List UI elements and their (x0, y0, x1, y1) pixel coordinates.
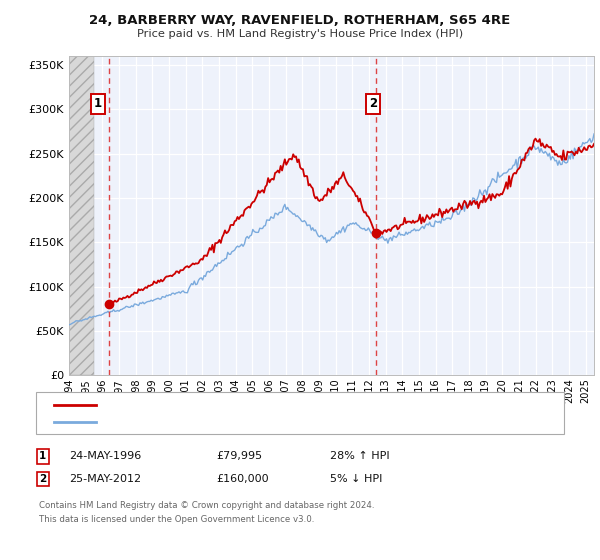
Text: HPI: Average price, detached house, Rotherham: HPI: Average price, detached house, Roth… (105, 417, 344, 427)
Text: Contains HM Land Registry data © Crown copyright and database right 2024.: Contains HM Land Registry data © Crown c… (39, 502, 374, 511)
Text: 28% ↑ HPI: 28% ↑ HPI (330, 451, 389, 461)
Text: 24, BARBERRY WAY, RAVENFIELD, ROTHERHAM, S65 4RE (detached house): 24, BARBERRY WAY, RAVENFIELD, ROTHERHAM,… (105, 400, 478, 410)
Text: 5% ↓ HPI: 5% ↓ HPI (330, 474, 382, 484)
Text: Price paid vs. HM Land Registry's House Price Index (HPI): Price paid vs. HM Land Registry's House … (137, 29, 463, 39)
Text: 2: 2 (39, 474, 46, 484)
Text: 1: 1 (39, 451, 46, 461)
Text: 1: 1 (94, 97, 102, 110)
Text: 2: 2 (369, 97, 377, 110)
Text: £160,000: £160,000 (216, 474, 269, 484)
Text: £79,995: £79,995 (216, 451, 262, 461)
Text: 25-MAY-2012: 25-MAY-2012 (69, 474, 141, 484)
Text: This data is licensed under the Open Government Licence v3.0.: This data is licensed under the Open Gov… (39, 515, 314, 524)
Bar (69, 56, 94, 375)
Text: 24, BARBERRY WAY, RAVENFIELD, ROTHERHAM, S65 4RE: 24, BARBERRY WAY, RAVENFIELD, ROTHERHAM,… (89, 14, 511, 27)
Text: 24-MAY-1996: 24-MAY-1996 (69, 451, 141, 461)
